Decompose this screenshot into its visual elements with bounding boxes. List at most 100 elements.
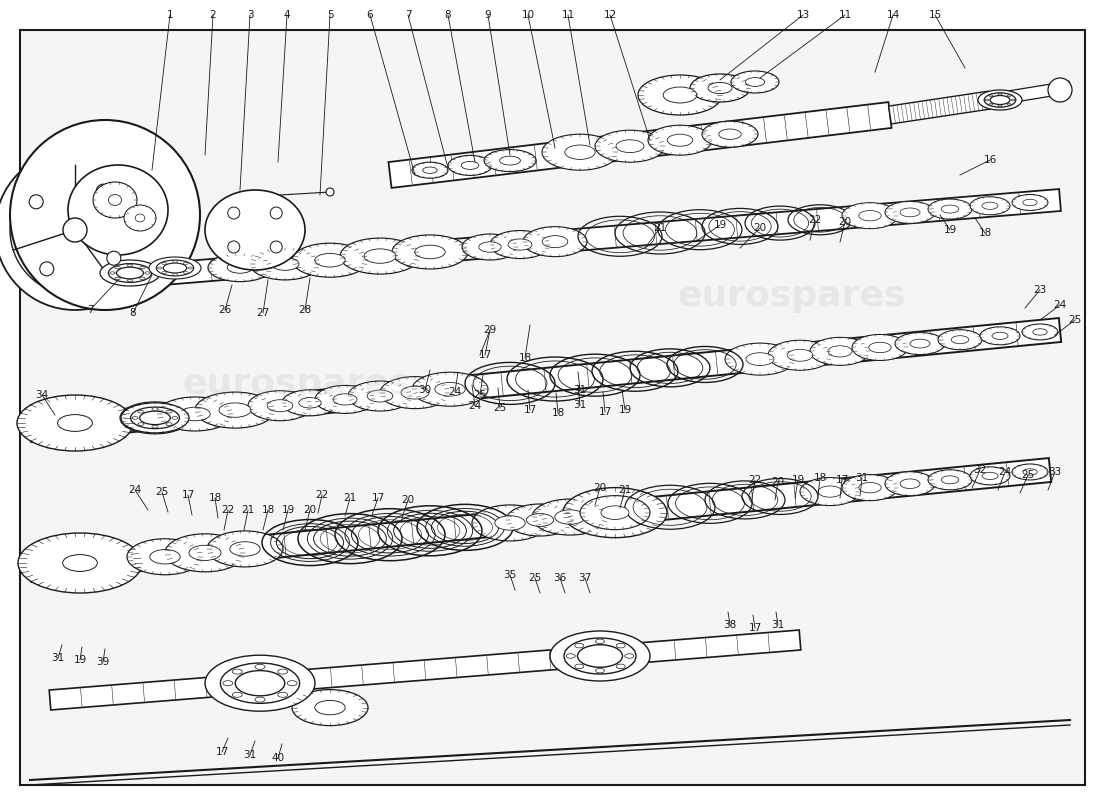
Text: 17: 17 <box>524 405 537 415</box>
Text: 18: 18 <box>551 408 564 418</box>
Text: 16: 16 <box>983 155 997 165</box>
Ellipse shape <box>141 411 169 424</box>
Polygon shape <box>89 189 1060 291</box>
Ellipse shape <box>998 105 1002 106</box>
Ellipse shape <box>132 417 139 419</box>
Text: 17: 17 <box>372 493 385 503</box>
Text: 40: 40 <box>272 753 285 763</box>
Ellipse shape <box>595 130 666 162</box>
Ellipse shape <box>255 697 265 702</box>
Ellipse shape <box>228 262 253 274</box>
Ellipse shape <box>292 243 368 278</box>
Text: 20: 20 <box>838 217 851 227</box>
Ellipse shape <box>989 95 993 97</box>
Text: 19: 19 <box>282 505 295 515</box>
Ellipse shape <box>114 278 120 279</box>
Ellipse shape <box>333 394 358 405</box>
Circle shape <box>107 251 121 266</box>
Ellipse shape <box>1012 194 1048 210</box>
Ellipse shape <box>94 182 138 218</box>
Ellipse shape <box>1022 324 1058 340</box>
Text: 31: 31 <box>573 400 586 410</box>
Ellipse shape <box>550 631 650 681</box>
Ellipse shape <box>120 402 190 434</box>
Text: 28: 28 <box>298 305 311 315</box>
Circle shape <box>271 207 283 219</box>
Text: 2: 2 <box>210 10 217 20</box>
Text: 19: 19 <box>74 655 87 665</box>
Text: 39: 39 <box>97 657 110 667</box>
Text: 30: 30 <box>418 385 431 395</box>
Ellipse shape <box>232 669 242 674</box>
Circle shape <box>40 262 54 276</box>
Ellipse shape <box>128 264 133 266</box>
Text: 6: 6 <box>366 10 373 20</box>
Text: 17: 17 <box>598 407 612 417</box>
Ellipse shape <box>990 95 1010 105</box>
Ellipse shape <box>461 162 478 170</box>
Ellipse shape <box>131 407 179 429</box>
Ellipse shape <box>910 339 930 348</box>
Ellipse shape <box>271 258 299 270</box>
Text: 11: 11 <box>838 10 851 20</box>
Polygon shape <box>29 318 1061 442</box>
Ellipse shape <box>138 410 144 413</box>
Ellipse shape <box>110 272 115 274</box>
Ellipse shape <box>595 639 605 644</box>
Text: 32: 32 <box>974 465 987 475</box>
Text: 31: 31 <box>573 385 586 395</box>
Text: 38: 38 <box>724 620 737 630</box>
Ellipse shape <box>575 643 584 648</box>
Circle shape <box>10 120 200 310</box>
Ellipse shape <box>412 372 488 406</box>
Text: 22: 22 <box>221 505 234 515</box>
Text: 14: 14 <box>887 10 900 20</box>
Ellipse shape <box>578 645 623 667</box>
Ellipse shape <box>938 330 982 350</box>
Ellipse shape <box>1023 199 1037 206</box>
Circle shape <box>228 241 240 253</box>
Ellipse shape <box>128 279 133 282</box>
Ellipse shape <box>292 690 368 726</box>
Ellipse shape <box>1011 99 1015 101</box>
Text: 31: 31 <box>856 473 869 483</box>
Ellipse shape <box>117 267 143 279</box>
Ellipse shape <box>184 262 188 265</box>
Ellipse shape <box>165 534 245 572</box>
Text: eurospares: eurospares <box>183 367 411 401</box>
Text: 21: 21 <box>618 485 631 495</box>
Text: 37: 37 <box>579 573 592 583</box>
Ellipse shape <box>16 395 133 451</box>
Ellipse shape <box>68 165 168 255</box>
Ellipse shape <box>970 197 1010 214</box>
Ellipse shape <box>663 87 696 103</box>
Ellipse shape <box>942 476 959 484</box>
Ellipse shape <box>392 235 468 269</box>
Ellipse shape <box>522 226 587 257</box>
Ellipse shape <box>746 353 774 366</box>
Ellipse shape <box>702 122 758 147</box>
Ellipse shape <box>597 504 634 522</box>
Ellipse shape <box>315 701 345 715</box>
Ellipse shape <box>230 542 261 556</box>
Ellipse shape <box>156 260 194 276</box>
Ellipse shape <box>299 398 321 408</box>
Ellipse shape <box>928 470 972 490</box>
Ellipse shape <box>982 202 998 210</box>
Text: 17: 17 <box>748 623 761 633</box>
Ellipse shape <box>900 479 920 489</box>
Ellipse shape <box>402 386 429 399</box>
Text: 17: 17 <box>478 350 492 360</box>
Ellipse shape <box>138 422 144 426</box>
Text: 31: 31 <box>243 750 256 760</box>
Ellipse shape <box>109 264 152 282</box>
Ellipse shape <box>205 190 305 270</box>
Ellipse shape <box>484 150 536 172</box>
Text: 29: 29 <box>483 325 496 335</box>
Ellipse shape <box>152 408 158 410</box>
Ellipse shape <box>895 333 945 354</box>
Text: 20: 20 <box>304 505 317 515</box>
Ellipse shape <box>942 205 959 213</box>
Polygon shape <box>50 630 801 710</box>
Ellipse shape <box>287 681 297 686</box>
